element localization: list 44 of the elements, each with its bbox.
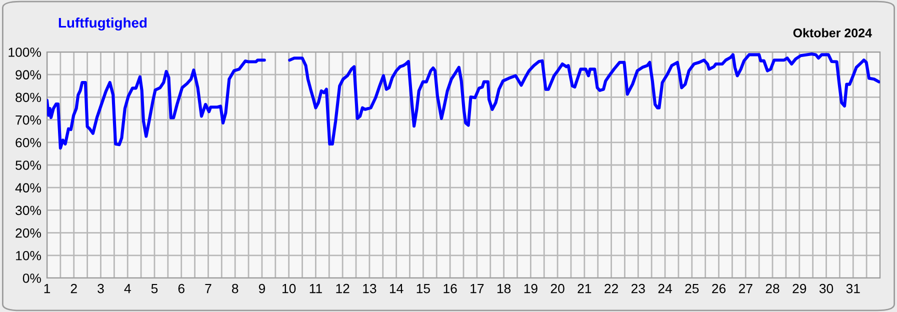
y-tick-label: 30% <box>16 206 41 216</box>
x-tick-label: 14 <box>390 284 404 294</box>
x-tick-label: 4 <box>124 284 131 294</box>
x-tick-label: 6 <box>178 284 184 294</box>
chart-title: Luftfugtighed <box>58 17 147 31</box>
x-tick-label: 8 <box>232 284 238 294</box>
y-tick-label: 90% <box>16 70 41 80</box>
x-tick-label: 11 <box>310 284 322 294</box>
y-tick-label: 100% <box>8 48 41 57</box>
x-tick-label: 19 <box>524 284 538 294</box>
y-tick-label: 60% <box>16 138 41 148</box>
y-tick-label: 70% <box>16 115 41 125</box>
x-tick-label: 23 <box>631 284 645 294</box>
x-tick-label: 20 <box>550 284 564 294</box>
x-tick-label: 5 <box>151 284 158 294</box>
y-tick-label: 20% <box>16 228 41 238</box>
x-tick-label: 25 <box>685 284 699 294</box>
x-tick-label: 31 <box>846 284 860 294</box>
x-tick-label: 16 <box>444 284 457 294</box>
x-tick-label: 17 <box>470 284 484 294</box>
x-tick-label: 22 <box>604 284 618 294</box>
x-tick-label: 10 <box>282 284 296 294</box>
x-tick-label: 2 <box>70 284 77 294</box>
x-tick-label: 27 <box>738 284 752 294</box>
y-tick-label: 80% <box>16 92 41 102</box>
x-tick-label: 29 <box>792 284 806 294</box>
x-tick-label: 28 <box>766 284 780 294</box>
y-tick-label: 50% <box>16 160 41 170</box>
x-tick-label: 1 <box>44 284 50 294</box>
chart-subtitle: Oktober 2024 <box>793 28 872 38</box>
x-tick-label: 26 <box>712 284 726 294</box>
y-tick-label: 0% <box>22 274 41 283</box>
x-tick-label: 24 <box>658 284 672 294</box>
x-tick-label: 3 <box>98 284 104 294</box>
x-tick-label: 9 <box>258 284 266 294</box>
y-tick-label: 40% <box>15 183 41 193</box>
x-tick-label: 7 <box>205 284 212 294</box>
x-tick-label: 30 <box>819 284 834 294</box>
x-tick-label: 21 <box>578 284 592 294</box>
x-tick-label: 13 <box>363 284 376 294</box>
x-tick-label: 15 <box>416 284 430 294</box>
y-tick-label: 10% <box>16 250 41 260</box>
x-tick-label: 12 <box>336 284 350 294</box>
x-tick-label: 18 <box>497 284 511 294</box>
